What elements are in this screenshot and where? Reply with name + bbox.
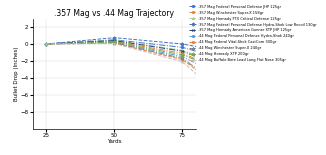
.357 Mag Hornady FTX Critical Defense 125gr — [44, 43, 48, 45]
.357 Mag Winchester Super-X 158gr — [112, 40, 116, 42]
.44 Mag Winchester Super-X 240gr — [249, 106, 253, 108]
.357 Mag Federal Personal Defense Hydra-Shok Low Recoil 130gr — [181, 43, 185, 45]
.44 Mag Buffalo Bore Lead Long Flat Nose 305gr — [181, 61, 185, 63]
.44 Mag Buffalo Bore Lead Long Flat Nose 305gr — [249, 122, 253, 124]
Line: .44 Mag Buffalo Bore Lead Long Flat Nose 305gr: .44 Mag Buffalo Bore Lead Long Flat Nose… — [45, 42, 252, 124]
.44 Mag Federal Personal Defense Hydra-Shok 240gr — [44, 43, 48, 45]
Title: .357 Mag vs .44 Mag Trajectory: .357 Mag vs .44 Mag Trajectory — [54, 9, 174, 18]
.44 Mag Winchester Super-X 240gr — [44, 43, 48, 45]
X-axis label: Yards: Yards — [107, 139, 122, 144]
.357 Mag Federal Personal Defense JHP 125gr — [44, 43, 48, 45]
Legend: .357 Mag Federal Personal Defense JHP 125gr, .357 Mag Winchester Super-X 158gr, : .357 Mag Federal Personal Defense JHP 12… — [187, 3, 318, 64]
.357 Mag Hornady FTX Critical Defense 125gr — [249, 73, 253, 75]
Line: .44 Mag Federal Vital-Shok CastCore 300gr: .44 Mag Federal Vital-Shok CastCore 300g… — [45, 42, 252, 111]
.44 Mag Federal Vital-Shok CastCore 300gr — [112, 42, 116, 44]
.44 Mag Hornady XTP 200gr — [181, 54, 185, 56]
Line: .357 Mag Federal Personal Defense JHP 125gr: .357 Mag Federal Personal Defense JHP 12… — [45, 38, 252, 68]
.357 Mag Hornady American Gunner XTP JHP 125gr — [181, 50, 185, 52]
.44 Mag Winchester Super-X 240gr — [112, 42, 116, 44]
.357 Mag Winchester Super-X 158gr — [181, 52, 185, 54]
Line: .44 Mag Federal Personal Defense Hydra-Shok 240gr: .44 Mag Federal Personal Defense Hydra-S… — [45, 41, 252, 92]
.357 Mag Federal Personal Defense Hydra-Shok Low Recoil 130gr — [44, 43, 48, 45]
.44 Mag Federal Vital-Shok CastCore 300gr — [44, 43, 48, 45]
.357 Mag Hornady FTX Critical Defense 125gr — [181, 49, 185, 51]
.357 Mag Federal Personal Defense JHP 125gr — [181, 46, 185, 48]
.44 Mag Winchester Super-X 240gr — [181, 58, 185, 59]
.44 Mag Hornady XTP 200gr — [112, 41, 116, 43]
Line: .357 Mag Hornady FTX Critical Defense 125gr: .357 Mag Hornady FTX Critical Defense 12… — [45, 39, 252, 76]
.357 Mag Federal Personal Defense Hydra-Shok Low Recoil 130gr — [249, 56, 253, 58]
.44 Mag Federal Vital-Shok CastCore 300gr — [181, 59, 185, 61]
.44 Mag Buffalo Bore Lead Long Flat Nose 305gr — [112, 43, 116, 44]
.44 Mag Hornady XTP 200gr — [249, 80, 253, 81]
Line: .44 Mag Hornady XTP 200gr: .44 Mag Hornady XTP 200gr — [45, 41, 252, 82]
.357 Mag Federal Personal Defense Hydra-Shok Low Recoil 130gr — [112, 37, 116, 39]
Line: .357 Mag Winchester Super-X 158gr: .357 Mag Winchester Super-X 158gr — [45, 40, 252, 83]
.357 Mag Hornady American Gunner XTP JHP 125gr — [112, 40, 116, 42]
.44 Mag Federal Vital-Shok CastCore 300gr — [249, 109, 253, 111]
Line: .44 Mag Winchester Super-X 240gr: .44 Mag Winchester Super-X 240gr — [45, 42, 252, 109]
Y-axis label: Bullet Drop (Inches): Bullet Drop (Inches) — [14, 46, 19, 101]
.357 Mag Hornady FTX Critical Defense 125gr — [112, 39, 116, 41]
.44 Mag Federal Personal Defense Hydra-Shok 240gr — [112, 41, 116, 43]
.357 Mag Winchester Super-X 158gr — [249, 81, 253, 83]
Line: .357 Mag Federal Personal Defense Hydra-Shok Low Recoil 130gr: .357 Mag Federal Personal Defense Hydra-… — [45, 36, 252, 58]
.357 Mag Hornady American Gunner XTP JHP 125gr — [249, 77, 253, 79]
.357 Mag Winchester Super-X 158gr — [44, 43, 48, 45]
Line: .357 Mag Hornady American Gunner XTP JHP 125gr: .357 Mag Hornady American Gunner XTP JHP… — [45, 39, 252, 79]
.44 Mag Federal Personal Defense Hydra-Shok 240gr — [181, 56, 185, 58]
.44 Mag Buffalo Bore Lead Long Flat Nose 305gr — [44, 43, 48, 45]
.357 Mag Federal Personal Defense JHP 125gr — [112, 39, 116, 41]
.44 Mag Hornady XTP 200gr — [44, 43, 48, 45]
.357 Mag Hornady American Gunner XTP JHP 125gr — [44, 43, 48, 45]
.357 Mag Federal Personal Defense JHP 125gr — [249, 66, 253, 68]
.44 Mag Federal Personal Defense Hydra-Shok 240gr — [249, 90, 253, 91]
